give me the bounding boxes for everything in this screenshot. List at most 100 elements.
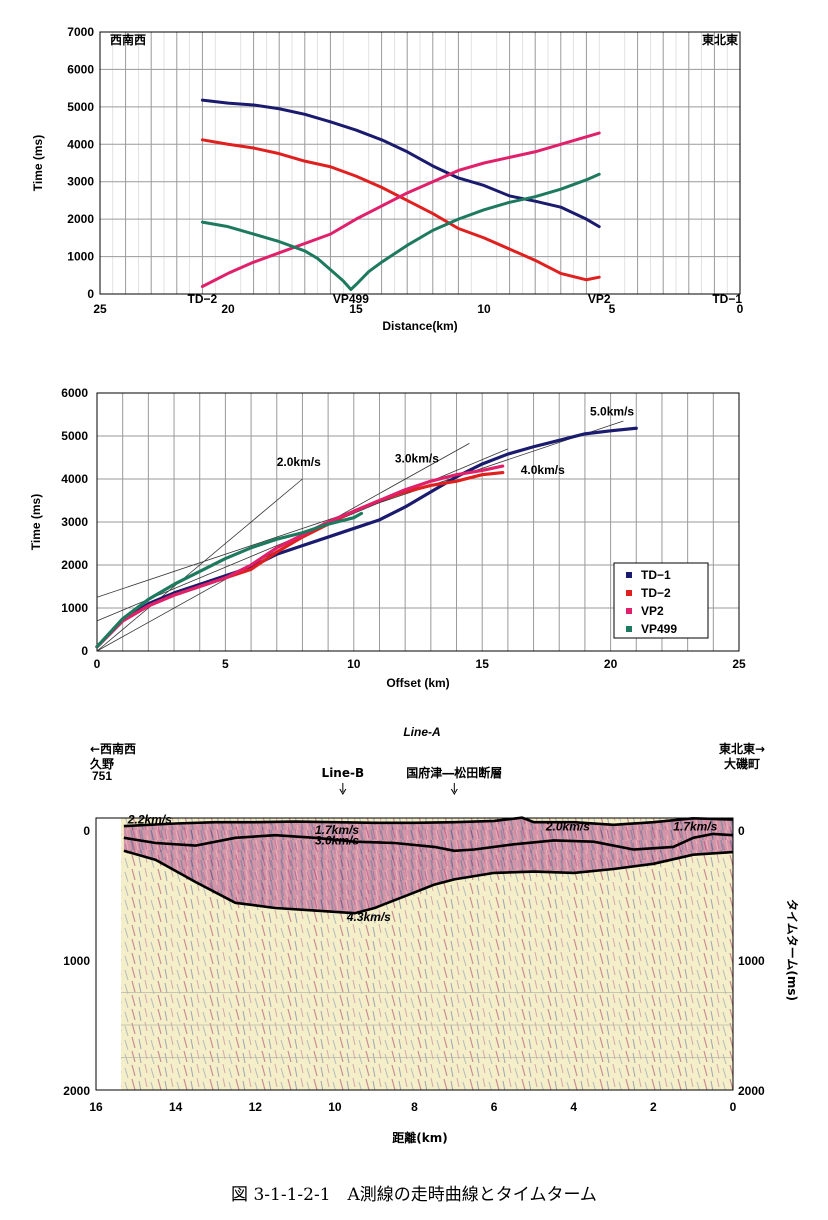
- c1-x-tick: 20: [221, 302, 235, 316]
- c2-legend-label: TD−2: [641, 586, 671, 600]
- c2-plot-frame: [96, 392, 740, 652]
- c2-velocity-label: 4.0km/s: [521, 463, 565, 477]
- c3-y-tick-left: 2000: [63, 1084, 90, 1098]
- c1-station-labels: TD−2 VP499 VP2 TD−1: [188, 292, 743, 306]
- c1-station-label: TD−1: [712, 292, 742, 306]
- c3-velocity-label: 1.7km/s: [673, 820, 717, 834]
- c3-x-tick: 2: [650, 1100, 657, 1114]
- c1-x-tick: 15: [349, 302, 363, 316]
- c2-legend-label: TD−1: [641, 568, 671, 582]
- c2-series-td2-line: [95, 470, 505, 649]
- c2-legend-label: VP2: [641, 604, 664, 618]
- c2-velocity-label: 5.0km/s: [590, 404, 634, 418]
- c1-y-tick: 5000: [67, 100, 94, 114]
- c3-x-tick: 14: [169, 1100, 183, 1114]
- c3-gridlines: [121, 992, 733, 1058]
- c2-series-group: [95, 426, 638, 649]
- c1-corner-right-label: 東北東: [702, 32, 738, 47]
- c2-x-tick: 15: [476, 657, 490, 671]
- c3-left-direction: ←西南西: [90, 741, 136, 756]
- c1-y-tick: 6000: [67, 62, 94, 76]
- c1-x-axis-label: Distance(km): [382, 319, 457, 333]
- c2-velocity-line: [96, 478, 303, 652]
- c3-velocity-labels: 2.2km/s1.7km/s3.0km/s2.0km/s 1.7km/s4.3km…: [127, 813, 718, 925]
- c3-x-tick: 12: [249, 1100, 263, 1114]
- c1-gridlines: [100, 32, 740, 294]
- c3-horizon-0: [123, 816, 734, 828]
- c1-corner-left-label: 西南西: [110, 32, 146, 47]
- c3-y-tick-left: 1000: [63, 954, 90, 968]
- time-offset-chart: 2.0km/s 3.0km/s 4.0km/s 5.0km/s 0 1000 2000 30…: [29, 386, 746, 690]
- c3-right-direction: 東北東→: [719, 741, 765, 756]
- c3-x-tick: 10: [328, 1100, 342, 1114]
- c2-y-tick: 0: [81, 644, 88, 658]
- c1-series-group: [200, 98, 601, 292]
- c3-velocity-label: 2.2km/s: [127, 813, 172, 827]
- c3-right-place: 大磯町: [724, 756, 760, 771]
- c3-velocity-label: 4.3km/s: [346, 910, 391, 924]
- c3-x-tick: 16: [89, 1100, 103, 1114]
- c3-marker-arrowhead: [339, 788, 347, 795]
- c2-x-tick: 20: [604, 657, 618, 671]
- c1-x-tick: 25: [93, 302, 107, 316]
- c2-tick-labels: 0 1000 2000 3000 4000 5000 6000 0 5 10 15 20 25: [61, 386, 746, 671]
- c2-velocity-label: 2.0km/s: [277, 455, 321, 469]
- c1-series-vp2-line: [200, 131, 601, 289]
- c3-x-tick: 0: [730, 1100, 737, 1114]
- travel-time-distance-chart: 0 1000 2000 3000 4000 5000 6000 7000 25 20 15 10 5 0 …: [31, 25, 744, 333]
- c1-y-tick: 0: [87, 287, 94, 301]
- c1-series-td2-line: [200, 138, 601, 282]
- c2-y-tick: 2000: [61, 558, 88, 572]
- c1-station-label: TD−2: [188, 292, 218, 306]
- c2-y-tick: 3000: [61, 515, 88, 529]
- c2-x-tick: 25: [732, 657, 746, 671]
- c3-x-tick: 6: [491, 1100, 498, 1114]
- c1-tick-labels: 0 1000 2000 3000 4000 5000 6000 7000 25 20 15 10 5 0: [67, 25, 743, 316]
- c2-y-tick: 5000: [61, 429, 88, 443]
- c3-horizon-2: [123, 849, 734, 915]
- c1-y-tick: 4000: [67, 137, 94, 151]
- c1-series-td1-line: [200, 98, 601, 229]
- c3-horizon-1: [123, 832, 734, 853]
- c2-legend: TD−1 TD−2 VP2 VP499: [613, 562, 709, 639]
- c1-y-axis-label: Time (ms): [31, 135, 45, 191]
- c3-plot-frame: [95, 817, 734, 1091]
- c2-legend-swatch-vp2: [626, 608, 632, 614]
- c2-legend-swatch-td2: [626, 590, 632, 596]
- c1-x-tick: 10: [477, 302, 491, 316]
- c2-y-tick: 6000: [61, 386, 88, 400]
- c3-y-tick-left: 0: [83, 824, 90, 838]
- c3-left-place: 久野: [90, 756, 114, 771]
- c3-tick-labels: 0 0 1000 1000 2000 2000 16 14 12 10 8 6 4 2 0: [63, 824, 765, 1114]
- c2-x-tick: 10: [347, 657, 361, 671]
- c2-y-axis-label: Time (ms): [29, 494, 43, 550]
- c3-y-tick-right: 1000: [738, 954, 765, 968]
- time-term-section-chart: 0 0 1000 1000 2000 2000 16 14 12 10 8 6 4 2 0 Line-A ←…: [63, 725, 799, 1145]
- c3-horizon-lines: [123, 816, 734, 915]
- c3-left-station: 751: [92, 769, 112, 783]
- c2-y-tick: 1000: [61, 601, 88, 615]
- c3-marker-label: 国府津―松田断層: [406, 765, 502, 780]
- c2-series-td1-line: [95, 426, 638, 649]
- figure-caption: 図 3-1-1-2-1 A測線の走時曲線とタイムターム: [231, 1185, 597, 1205]
- c2-y-tick: 4000: [61, 472, 88, 486]
- c1-y-tick: 3000: [67, 175, 94, 189]
- c3-y-axis-label: タイムターム(ms): [785, 899, 799, 1001]
- c2-x-tick: 5: [222, 657, 229, 671]
- c2-velocity-label: 3.0km/s: [395, 452, 439, 466]
- c3-y-tick-right: 0: [738, 824, 745, 838]
- c3-velocity-label: 2.0km/s: [545, 820, 590, 834]
- c2-legend-swatch-vp499: [626, 626, 632, 632]
- c3-velocity-label: 1.7km/s: [315, 823, 359, 837]
- c1-x-tick: 0: [737, 302, 744, 316]
- c3-x-tick: 8: [411, 1100, 418, 1114]
- c2-series-vp499-line: [95, 511, 364, 649]
- c3-title: Line-A: [403, 725, 440, 739]
- c2-x-tick: 0: [94, 657, 101, 671]
- c1-plot-frame: [99, 31, 741, 295]
- c2-x-axis-label: Offset (km): [386, 676, 449, 690]
- c3-markers: Line-B 国府津―松田断層: [322, 765, 502, 795]
- c2-series-vp2-line: [95, 464, 505, 649]
- c3-y-tick-right: 2000: [738, 1084, 765, 1098]
